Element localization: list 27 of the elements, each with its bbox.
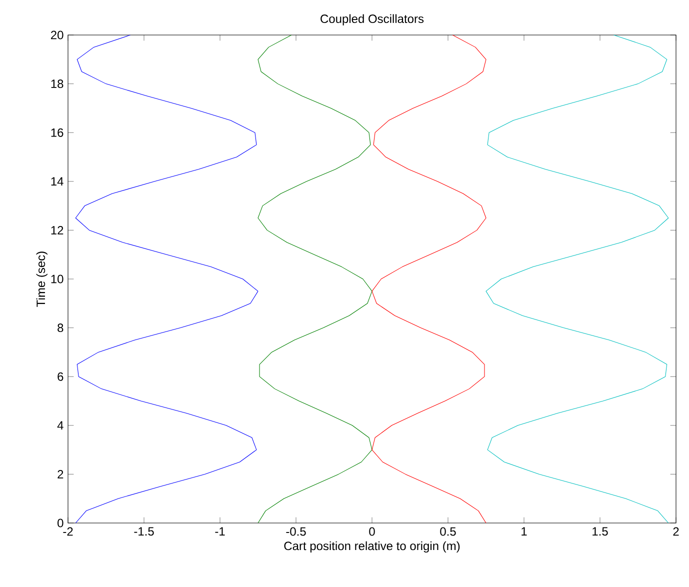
line-series (486, 35, 669, 523)
y-tick-label: 6 (58, 372, 64, 381)
y-tick-label: 2 (58, 470, 64, 478)
x-tick-label: 0 (369, 527, 375, 536)
x-tick-label: 0.5 (440, 527, 456, 536)
chart-title: Coupled Oscillators (320, 14, 424, 26)
line-series (75, 35, 258, 523)
y-tick-label: 4 (57, 421, 64, 430)
x-tick-label: -0.5 (286, 527, 306, 536)
y-tick-label: 14 (51, 177, 64, 186)
x-tick-label: 1.5 (592, 527, 608, 536)
x-tick-label: 2 (673, 527, 679, 536)
y-tick-label: 8 (58, 324, 64, 332)
line-series (258, 35, 372, 523)
x-tick-label: -1 (215, 527, 225, 536)
x-axis-title: Cart position relative to origin (m) (284, 541, 460, 553)
y-tick-label: 0 (58, 518, 64, 528)
x-tick-label: -1.5 (134, 527, 154, 536)
y-tick-label: 18 (51, 80, 64, 88)
y-tick-label: 12 (51, 226, 64, 234)
y-tick-label: 10 (51, 274, 64, 284)
y-tick-label: 20 (50, 30, 64, 40)
line-series (372, 35, 486, 523)
x-tick-label: -2 (63, 527, 73, 536)
y-tick-label: 16 (51, 128, 64, 137)
x-tick-label: 1 (522, 527, 527, 536)
y-axis-title: Time (sec) (36, 252, 48, 307)
